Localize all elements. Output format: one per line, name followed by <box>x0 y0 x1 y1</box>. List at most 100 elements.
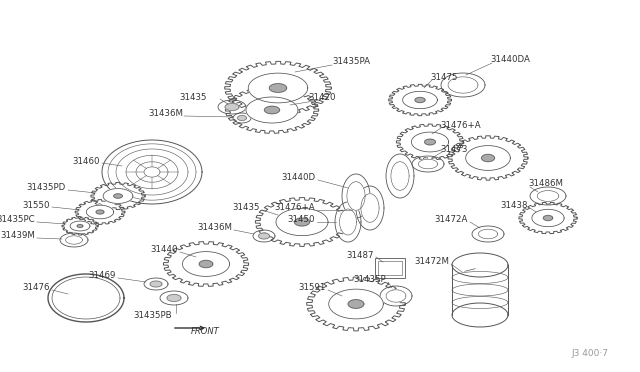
Polygon shape <box>543 215 553 221</box>
Polygon shape <box>419 159 438 169</box>
Polygon shape <box>415 97 425 103</box>
Polygon shape <box>347 182 365 210</box>
Polygon shape <box>77 225 83 227</box>
Polygon shape <box>335 202 361 242</box>
Polygon shape <box>481 154 495 161</box>
Polygon shape <box>276 208 328 235</box>
Polygon shape <box>150 281 162 287</box>
Polygon shape <box>466 145 510 170</box>
Text: 31486M: 31486M <box>528 180 563 189</box>
Polygon shape <box>225 103 239 110</box>
Polygon shape <box>246 97 298 123</box>
Polygon shape <box>144 278 168 290</box>
Polygon shape <box>424 139 435 145</box>
Text: 31473: 31473 <box>440 145 467 154</box>
Text: 31476+A: 31476+A <box>275 203 315 212</box>
Polygon shape <box>62 217 98 235</box>
Text: 31487: 31487 <box>346 250 374 260</box>
Polygon shape <box>248 73 308 103</box>
Polygon shape <box>441 73 485 97</box>
Polygon shape <box>86 205 114 219</box>
Polygon shape <box>237 115 246 121</box>
Polygon shape <box>182 251 230 276</box>
Polygon shape <box>340 209 356 235</box>
Polygon shape <box>530 187 566 205</box>
Polygon shape <box>218 100 246 114</box>
Polygon shape <box>519 202 577 234</box>
Text: J3 400·7: J3 400·7 <box>571 349 608 358</box>
Text: 31469: 31469 <box>88 272 116 280</box>
Polygon shape <box>259 233 269 239</box>
Text: FRONT: FRONT <box>191 327 220 336</box>
Polygon shape <box>479 229 498 239</box>
Text: 31436M: 31436M <box>148 109 183 119</box>
Text: 31472A: 31472A <box>435 215 468 224</box>
Polygon shape <box>75 199 125 224</box>
Polygon shape <box>472 226 504 242</box>
Polygon shape <box>396 124 463 160</box>
Polygon shape <box>386 154 414 198</box>
Polygon shape <box>448 136 528 180</box>
Polygon shape <box>66 236 83 244</box>
Text: 31435: 31435 <box>232 203 260 212</box>
Polygon shape <box>537 190 559 201</box>
Polygon shape <box>255 198 349 246</box>
Polygon shape <box>60 233 88 247</box>
Polygon shape <box>356 186 384 230</box>
Text: 31472M: 31472M <box>414 257 449 266</box>
Text: 31436M: 31436M <box>197 224 232 232</box>
Text: 31460: 31460 <box>72 157 100 166</box>
Text: 31435: 31435 <box>179 93 207 102</box>
Polygon shape <box>264 106 280 114</box>
Polygon shape <box>380 286 412 306</box>
Polygon shape <box>348 300 364 308</box>
Text: 31550: 31550 <box>22 201 50 209</box>
Text: 31591: 31591 <box>299 283 326 292</box>
Text: 31435PC: 31435PC <box>0 215 35 224</box>
Text: 31435PD: 31435PD <box>27 183 66 192</box>
Polygon shape <box>386 290 406 302</box>
Polygon shape <box>412 156 444 172</box>
Polygon shape <box>448 77 478 93</box>
Text: 31450: 31450 <box>287 215 315 224</box>
Polygon shape <box>167 295 181 301</box>
Polygon shape <box>103 189 133 203</box>
Polygon shape <box>225 87 319 133</box>
Text: 31440D: 31440D <box>282 173 316 183</box>
Polygon shape <box>96 210 104 214</box>
Polygon shape <box>403 91 437 109</box>
Polygon shape <box>412 132 449 152</box>
Polygon shape <box>452 303 508 327</box>
Bar <box>378 261 402 275</box>
Polygon shape <box>91 182 145 209</box>
Text: 31475: 31475 <box>430 74 458 83</box>
Text: 31438: 31438 <box>500 202 528 211</box>
Polygon shape <box>253 230 275 242</box>
Text: 31440: 31440 <box>150 246 178 254</box>
Polygon shape <box>269 84 287 92</box>
Polygon shape <box>233 113 251 123</box>
Polygon shape <box>225 61 332 115</box>
Polygon shape <box>163 242 248 286</box>
Polygon shape <box>102 140 202 204</box>
Polygon shape <box>199 260 213 267</box>
Text: 31439M: 31439M <box>0 231 35 241</box>
Polygon shape <box>329 289 383 319</box>
Text: 31435PB: 31435PB <box>133 311 172 320</box>
Text: 31476+A: 31476+A <box>440 122 481 131</box>
Polygon shape <box>342 174 370 218</box>
Text: 31435PA: 31435PA <box>332 58 370 67</box>
Text: 31476: 31476 <box>22 283 50 292</box>
Polygon shape <box>160 291 188 305</box>
Polygon shape <box>532 209 564 227</box>
Text: 31435P: 31435P <box>353 276 386 285</box>
Polygon shape <box>114 194 122 198</box>
Bar <box>375 258 405 278</box>
Text: 31420: 31420 <box>308 93 335 103</box>
Polygon shape <box>391 162 409 190</box>
Text: 31440DA: 31440DA <box>490 55 530 64</box>
Polygon shape <box>70 221 90 231</box>
Polygon shape <box>388 84 451 116</box>
Polygon shape <box>294 218 310 226</box>
Polygon shape <box>307 277 405 331</box>
